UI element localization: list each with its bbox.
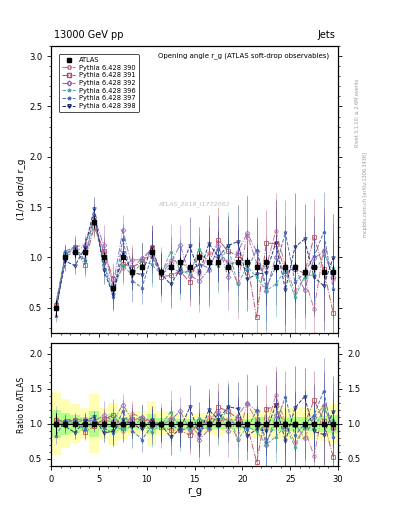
Y-axis label: Ratio to ATLAS: Ratio to ATLAS [17, 376, 26, 433]
Text: 13000 GeV pp: 13000 GeV pp [54, 30, 123, 40]
Text: Opening angle r_g (ATLAS soft-drop observables): Opening angle r_g (ATLAS soft-drop obser… [158, 52, 329, 58]
X-axis label: r_g: r_g [187, 487, 202, 497]
Legend: ATLAS, Pythia 6.428 390, Pythia 6.428 391, Pythia 6.428 392, Pythia 6.428 396, P: ATLAS, Pythia 6.428 390, Pythia 6.428 39… [59, 54, 139, 113]
Y-axis label: (1/σ) dσ/d r_g: (1/σ) dσ/d r_g [17, 159, 26, 220]
Text: Jets: Jets [317, 30, 335, 40]
Text: Rivet 3.1.10; ≥ 2.6M events: Rivet 3.1.10; ≥ 2.6M events [355, 78, 360, 147]
Text: ATLAS_2019_I1772062: ATLAS_2019_I1772062 [159, 201, 230, 207]
Text: mcplots.cern.ch [arXiv:1306.3436]: mcplots.cern.ch [arXiv:1306.3436] [363, 152, 368, 237]
